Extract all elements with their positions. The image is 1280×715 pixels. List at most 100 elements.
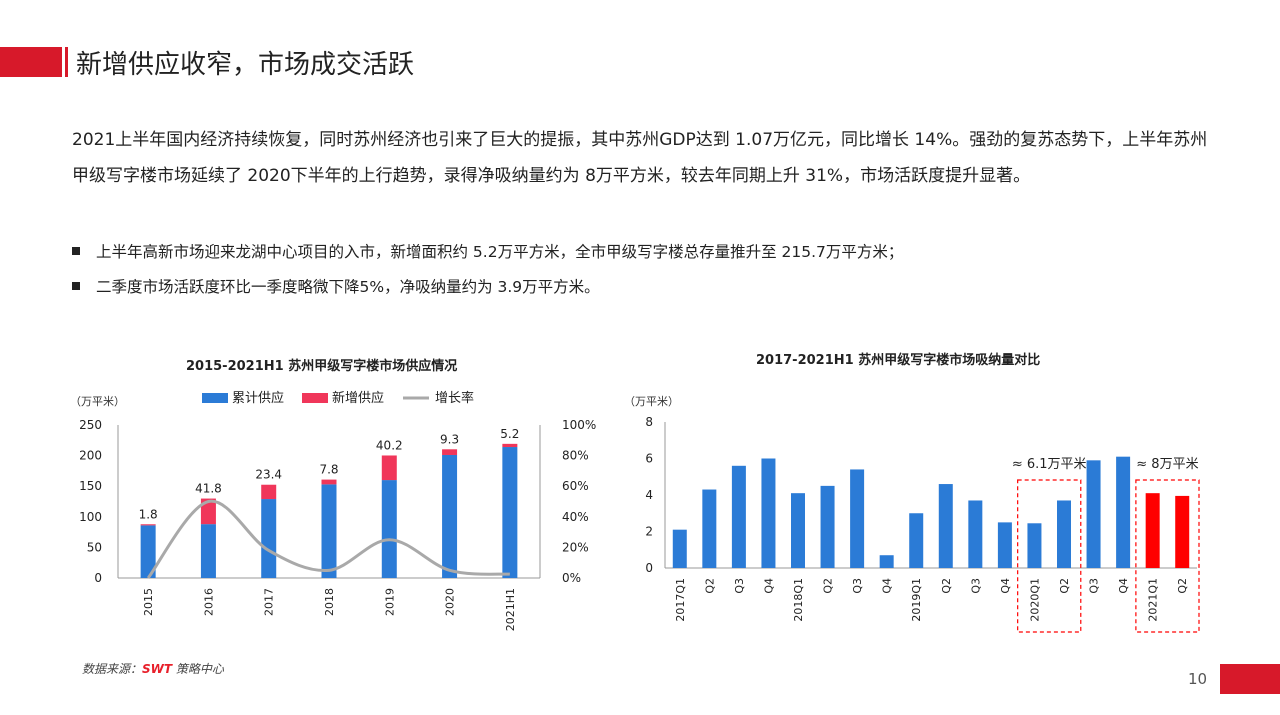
bar-new [140,524,156,526]
chart2-xtick: 2019Q1 [910,578,923,622]
chart2-xtick: 2020Q1 [1028,578,1041,622]
chart1-y2tick: 60% [562,479,589,493]
bar-absorption [1175,495,1190,568]
data-label: 5.2 [500,427,519,441]
bar-absorption [879,555,894,568]
corner-accent-bar [1220,664,1280,694]
source-org: 策略中心 [172,662,224,676]
bar-new [502,443,518,448]
chart2-xtick: Q2 [703,578,716,594]
data-label: 23.4 [255,468,282,482]
bullet-text: 二季度市场活跃度环比一季度略微下降5%，净吸纳量约为 3.9万平方米。 [96,278,600,296]
bar-new [442,449,458,455]
bar-absorption [672,529,687,568]
bar-absorption [850,469,865,568]
chart2-xtick: Q4 [762,578,775,594]
bar-absorption [820,485,835,568]
chart2-xtick: Q2 [1176,578,1189,594]
chart1-y2tick: 40% [562,510,589,524]
data-label: 41.8 [195,482,222,496]
data-label: 9.3 [440,432,459,446]
bar-new [381,455,397,481]
chart1-y2tick: 100% [562,418,596,432]
chart1-xtick: 2019 [383,588,396,616]
bar-new [261,484,277,500]
data-label: 7.8 [319,463,338,477]
title-divider [65,47,68,77]
source-label: 数据来源： [82,662,143,676]
chart2-xtick: Q3 [1088,578,1101,594]
bar-cumulative [442,454,458,578]
bar-absorption [968,500,983,568]
chart2-ytick: 4 [645,488,653,502]
bar-absorption [1057,500,1071,568]
page-number: 10 [1188,670,1208,688]
chart1-xtick: 2018 [323,588,336,616]
title-accent-bar [0,47,62,77]
bar-new [321,479,337,485]
chart2-ytick: 2 [645,525,653,539]
chart1-y2tick: 80% [562,449,589,463]
bullet-item: 二季度市场活跃度环比一季度略微下降5%，净吸纳量约为 3.9万平方米。 [72,275,600,297]
bullet-square-icon [72,246,80,255]
chart1-title: 2015-2021H1 苏州甲级写字楼市场供应情况 [186,359,458,374]
legend-new: 新增供应 [332,390,384,406]
bar-cumulative [381,480,397,578]
source-note: 数据来源：SWT 策略中心 [82,660,224,677]
bar-absorption [1086,460,1101,568]
chart1-ytick: 250 [79,418,102,432]
bar-absorption [761,458,776,568]
chart2-xtick: 2017Q1 [674,578,687,622]
bar-cumulative [502,447,518,578]
chart2-xtick: Q2 [822,578,835,594]
chart1-xtick: 2020 [444,588,457,616]
bar-absorption [909,513,924,568]
chart1-ytick: 0 [94,571,102,585]
bar-new [200,498,216,525]
chart1-xtick: 2015 [142,588,155,616]
chart2-xtick: Q4 [881,578,894,594]
legend-swatch-cumulative [202,393,228,403]
chart2-xtick: Q3 [969,578,982,594]
legend-cumulative: 累计供应 [232,390,284,406]
bar-cumulative [140,525,156,578]
legend-growth: 增长率 [435,390,474,406]
page-title: 新增供应收窄，市场成交活跃 [76,50,415,80]
chart1-ytick: 100 [79,510,102,524]
chart1-xtick: 2017 [263,588,276,616]
supply-chart: （万平米） 累计供应 新增供应 增长率 250 200 150 100 50 0 100% 80% 60… [70,390,596,631]
legend-swatch-new [302,393,328,403]
bar-cumulative [261,499,277,578]
chart2-xtick: Q3 [733,578,746,594]
chart2-title: 2017-2021H1 苏州甲级写字楼市场吸纳量对比 [756,353,1041,368]
bar-absorption [1145,493,1160,568]
bullet-item: 上半年高新市场迎来龙湖中心项目的入市，新增面积约 5.2万平方米，全市甲级写字楼… [72,240,903,262]
chart2-xtick: Q2 [940,578,953,594]
chart2-ytick: 8 [645,415,653,429]
chart2-xtick: Q4 [999,578,1012,594]
data-label: 40.2 [376,438,403,452]
bar-absorption [938,484,953,568]
growth-line [146,499,510,579]
chart1-ylabel: （万平米） [70,395,125,408]
bar-absorption [791,493,805,568]
bar-cumulative [200,524,216,578]
chart2-ylabel: （万平米） [624,395,679,408]
bullet-square-icon [72,281,80,290]
chart2-xtick: Q3 [851,578,864,594]
bar-absorption [1027,523,1042,568]
intro-paragraph: 2021上半年国内经济持续恢复，同时苏州经济也引来了巨大的提振，其中苏州GDP达… [72,130,1208,186]
bar-absorption [1116,456,1131,568]
chart1-y2tick: 0% [562,571,581,585]
chart2-ytick: 0 [645,561,653,575]
bar-absorption [731,465,746,568]
chart2-ytick: 6 [645,452,653,466]
chart1-xtick: 2016 [202,588,215,616]
chart2-xtick: 2018Q1 [792,578,805,622]
annotation: ≈ 8万平米 [1136,457,1198,472]
chart1-ytick: 200 [79,449,102,463]
annotation: ≈ 6.1万平米 [1012,457,1087,472]
bar-cumulative [321,484,337,578]
highlight-box [1017,479,1082,633]
absorption-chart: （万平米） 8 6 4 2 0 2017Q1 Q2 Q3 Q4 2018Q1 Q2 Q3 Q4 2019Q1… [624,395,1200,633]
